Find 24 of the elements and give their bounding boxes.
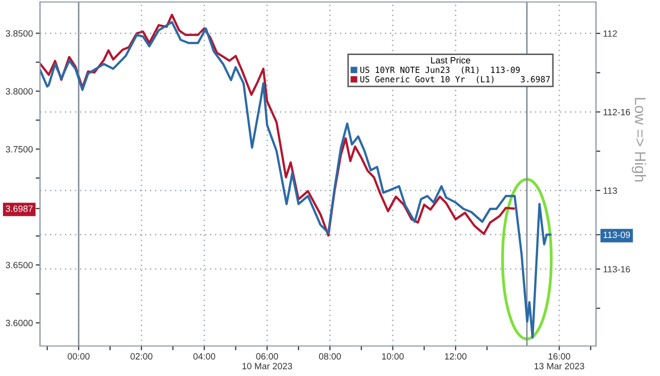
x-tick-label: 02:00: [130, 353, 152, 360]
x-tick-label: 12:00: [444, 353, 467, 360]
y2-axis-title: Low => High: [632, 98, 646, 182]
y-tick-label: 3.6500: [6, 262, 33, 268]
legend-title: Last Price: [431, 56, 470, 64]
x-tick-label: 06:00 10 Mar 2023: [242, 353, 292, 370]
y2-tick-label: 113-16: [604, 266, 630, 272]
x-tick-label: 04:00: [193, 353, 216, 360]
y2-tick-label: 112: [604, 30, 617, 37]
line-series: [40, 20, 552, 339]
y2-tick-label: 113: [604, 187, 617, 194]
y2-tick-label: 112-16: [604, 108, 630, 116]
y2-tick-label: 113-09: [604, 232, 630, 238]
y-tick-label: 3.7500: [6, 146, 33, 152]
x-tick-label: 16:00 13 Mar 2023: [534, 353, 584, 370]
x-tick-label: 08:00: [318, 353, 341, 360]
y-tick-label: 3.6000: [6, 320, 33, 326]
y-tick-label: 3.8000: [6, 88, 33, 95]
legend-label: US Generic Govt 10 Yr (L1) 3.6987: [360, 76, 550, 84]
x-tick-label: 10:00: [382, 353, 404, 360]
legend-label: US 10YR NOTE Jun23 (R1) 113-09: [360, 66, 520, 74]
y-tick-label: 3.8500: [6, 30, 33, 37]
y-tick-label: 3.6987: [6, 205, 33, 212]
x-tick-label: 00:00: [68, 353, 90, 360]
